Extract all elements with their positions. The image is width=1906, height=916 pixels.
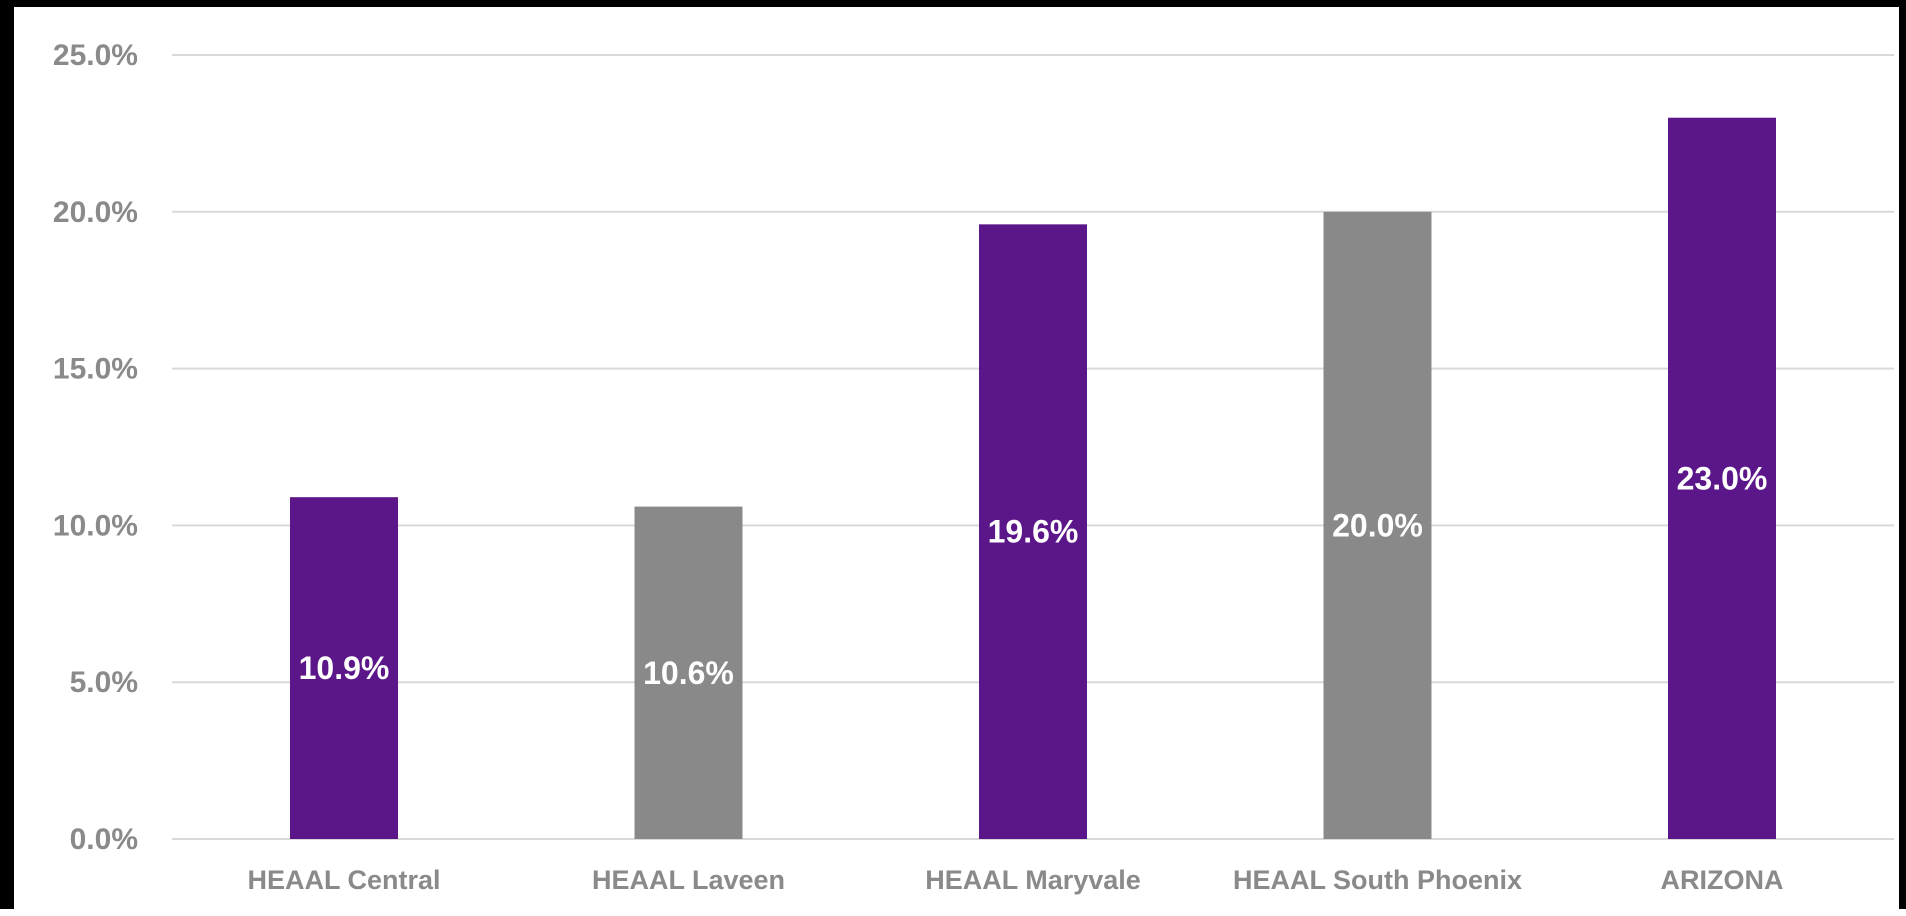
y-tick-label: 5.0% <box>70 666 138 699</box>
bar-chart: 0.0%5.0%10.0%15.0%20.0%25.0% 10.9% 10.6%1… <box>53 39 1894 895</box>
bar <box>1323 211 1432 840</box>
bar <box>634 506 743 839</box>
y-axis-tick-labels: 0.0% 5.0% 10.0% 15.0% 20.0% 25.0% <box>53 39 138 856</box>
data-label: 10.6% <box>643 655 734 691</box>
y-tick-label: 20.0% <box>53 196 138 229</box>
category-label: HEAAL Central <box>247 865 440 895</box>
category-label: ARIZONA <box>1661 865 1784 895</box>
y-tick-label: 15.0% <box>53 353 138 386</box>
data-label: 20.0% <box>1332 507 1423 543</box>
x-axis-category-labels: HEAAL Central HEAAL Laveen HEAAL Maryvale H… <box>247 865 1783 895</box>
data-label: 23.0% <box>1677 460 1768 496</box>
category-label: HEAAL Maryvale <box>925 865 1141 895</box>
bar <box>290 497 398 839</box>
data-labels: 10.9% 10.6% 19.6% 20.0% 23.0% <box>299 460 1768 690</box>
data-label: 10.9% <box>299 650 390 686</box>
data-label: 19.6% <box>988 514 1079 550</box>
y-tick-label: 10.0% <box>53 509 138 542</box>
bar <box>979 224 1087 839</box>
bar <box>1668 117 1776 840</box>
y-tick-label: 0.0% <box>70 823 138 856</box>
category-label: HEAAL South Phoenix <box>1233 865 1522 895</box>
y-tick-label: 25.0% <box>53 39 138 72</box>
category-label: HEAAL Laveen <box>592 865 785 895</box>
bars <box>290 117 1776 840</box>
